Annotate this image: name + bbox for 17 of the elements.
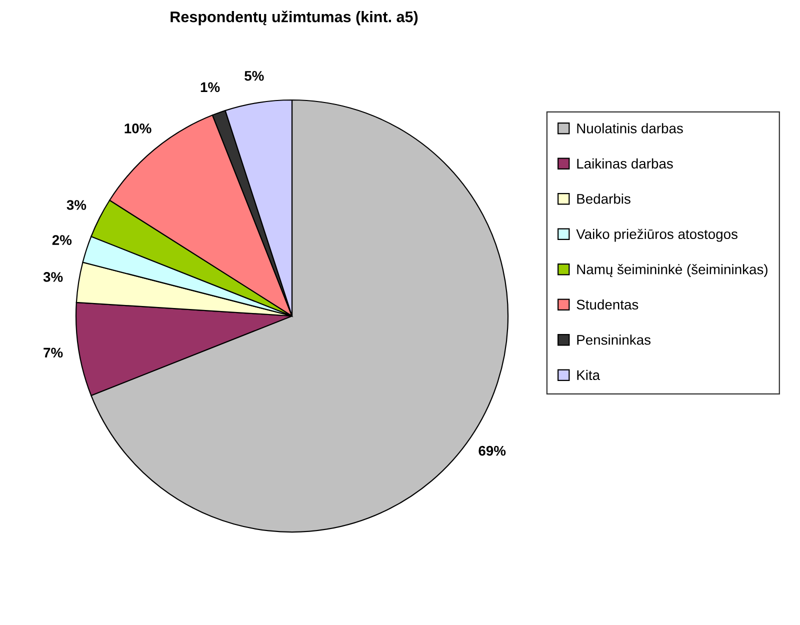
- data-label: 2%: [52, 235, 72, 245]
- legend-label: Nuolatinis darbas: [577, 123, 683, 134]
- legend-label: Bedarbis: [577, 194, 630, 204]
- data-label: 1%: [200, 82, 220, 92]
- legend-label: Namų šeimininkė (šeimininkas): [577, 264, 768, 278]
- data-label: 3%: [66, 200, 86, 210]
- legend-label: Laikinas darbas: [577, 158, 673, 169]
- data-label: 69%: [478, 446, 506, 456]
- legend-label: Kita: [577, 370, 600, 380]
- data-label: 7%: [44, 348, 63, 358]
- legend-label: Pensininkas: [577, 334, 650, 345]
- data-label: 5%: [244, 70, 264, 81]
- data-label: 10%: [124, 123, 152, 134]
- legend-label: Vaiko priežiūros atostogos: [576, 228, 738, 242]
- chart-title: Respondentų užimtumas (kint. a5): [170, 10, 418, 26]
- data-label: 3%: [43, 272, 63, 282]
- legend-label: Studentas: [576, 299, 638, 310]
